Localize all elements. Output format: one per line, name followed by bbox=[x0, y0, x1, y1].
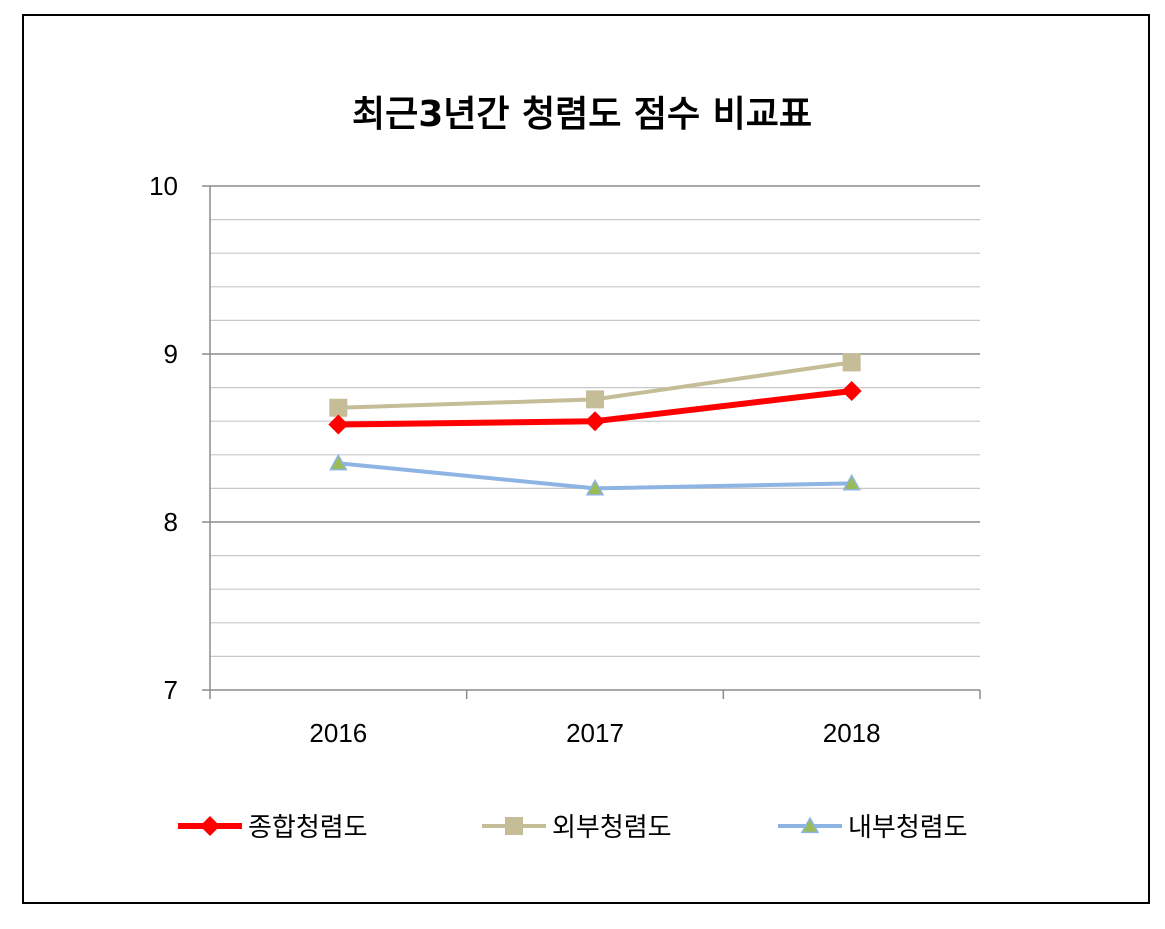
x-tick-label: 2018 bbox=[823, 718, 881, 748]
y-tick-label: 10 bbox=[149, 171, 178, 201]
x-tick-label: 2017 bbox=[566, 718, 624, 748]
legend: 종합청렴도 외부청렴도 내부청렴도 bbox=[178, 813, 968, 843]
legend-label: 내부청렴도 bbox=[848, 813, 968, 843]
y-tick-label: 7 bbox=[164, 675, 178, 705]
data-point bbox=[329, 453, 348, 471]
axes: 7 8 9 10 2016 2017 2018 bbox=[149, 171, 981, 748]
series-group bbox=[329, 453, 861, 496]
series-group bbox=[328, 380, 862, 435]
legend-label: 외부청렴도 bbox=[552, 813, 672, 843]
legend-marker bbox=[200, 816, 220, 836]
legend-item[interactable]: 외부청렴도 bbox=[482, 813, 672, 843]
data-point bbox=[842, 353, 861, 372]
chart-title: 최근3년간 청렴도 점수 비교표 bbox=[352, 94, 812, 135]
data-point bbox=[586, 390, 604, 409]
data-point bbox=[842, 473, 861, 491]
x-tick-label: 2016 bbox=[309, 718, 367, 748]
data-point bbox=[841, 380, 862, 401]
y-tick-label: 8 bbox=[164, 507, 178, 537]
data-point bbox=[585, 411, 605, 432]
data-point bbox=[328, 414, 349, 435]
legend-item[interactable]: 종합청렴도 bbox=[178, 813, 368, 843]
legend-item[interactable]: 내부청렴도 bbox=[778, 813, 968, 843]
legend-label: 종합청렴도 bbox=[248, 813, 368, 843]
plot-series bbox=[328, 353, 862, 496]
legend-marker bbox=[505, 817, 523, 835]
series-group bbox=[329, 353, 861, 417]
y-tick-label: 9 bbox=[164, 339, 178, 369]
legend-marker bbox=[800, 816, 820, 834]
data-point bbox=[329, 398, 348, 417]
data-point bbox=[585, 478, 605, 496]
